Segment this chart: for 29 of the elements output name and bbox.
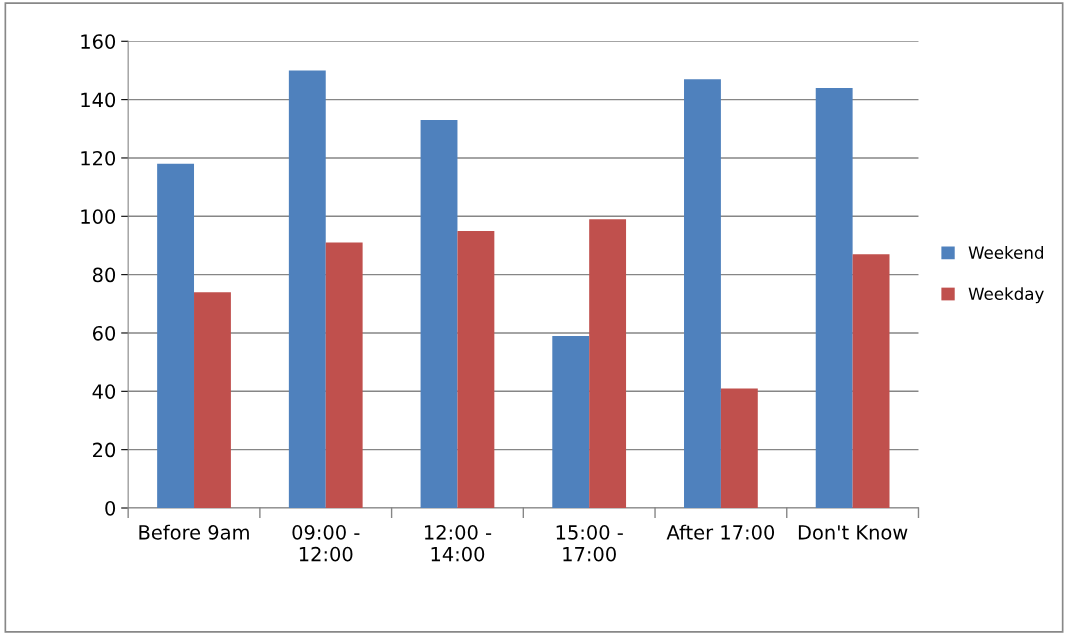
x-tick-label: Don't Know [798,525,908,540]
y-tick-label: 40 [92,384,116,399]
bar [852,254,890,508]
bar [288,70,326,508]
y-tick-label: 140 [81,92,116,108]
bar [457,230,495,508]
legend-label: Weekday [968,287,1044,304]
x-tick-label: 12:00 - 14:00 [424,525,492,562]
bar [552,335,590,508]
bar [194,292,231,508]
bar [157,163,195,508]
x-tick-label: 09:00 - 12:00 [292,525,360,562]
y-tick-label: 0 [105,500,116,516]
x-tick-label: After 17:00 [666,524,775,540]
bar [325,242,363,508]
y-tick-label: 120 [81,150,116,166]
bar [720,388,758,508]
y-tick-label: 80 [92,267,116,283]
y-tick-label: 60 [92,325,116,341]
y-tick-label: 100 [81,209,116,224]
x-tick-label: 15:00 - 17:00 [556,525,623,562]
bar [420,120,458,508]
bar [815,87,853,508]
legend-label: Weekend [968,246,1043,259]
y-tick-label: 160 [81,34,116,49]
x-tick-label: Before 9am [139,524,249,540]
bar [589,219,627,508]
bar [684,79,721,508]
y-tick-label: 20 [93,442,116,458]
